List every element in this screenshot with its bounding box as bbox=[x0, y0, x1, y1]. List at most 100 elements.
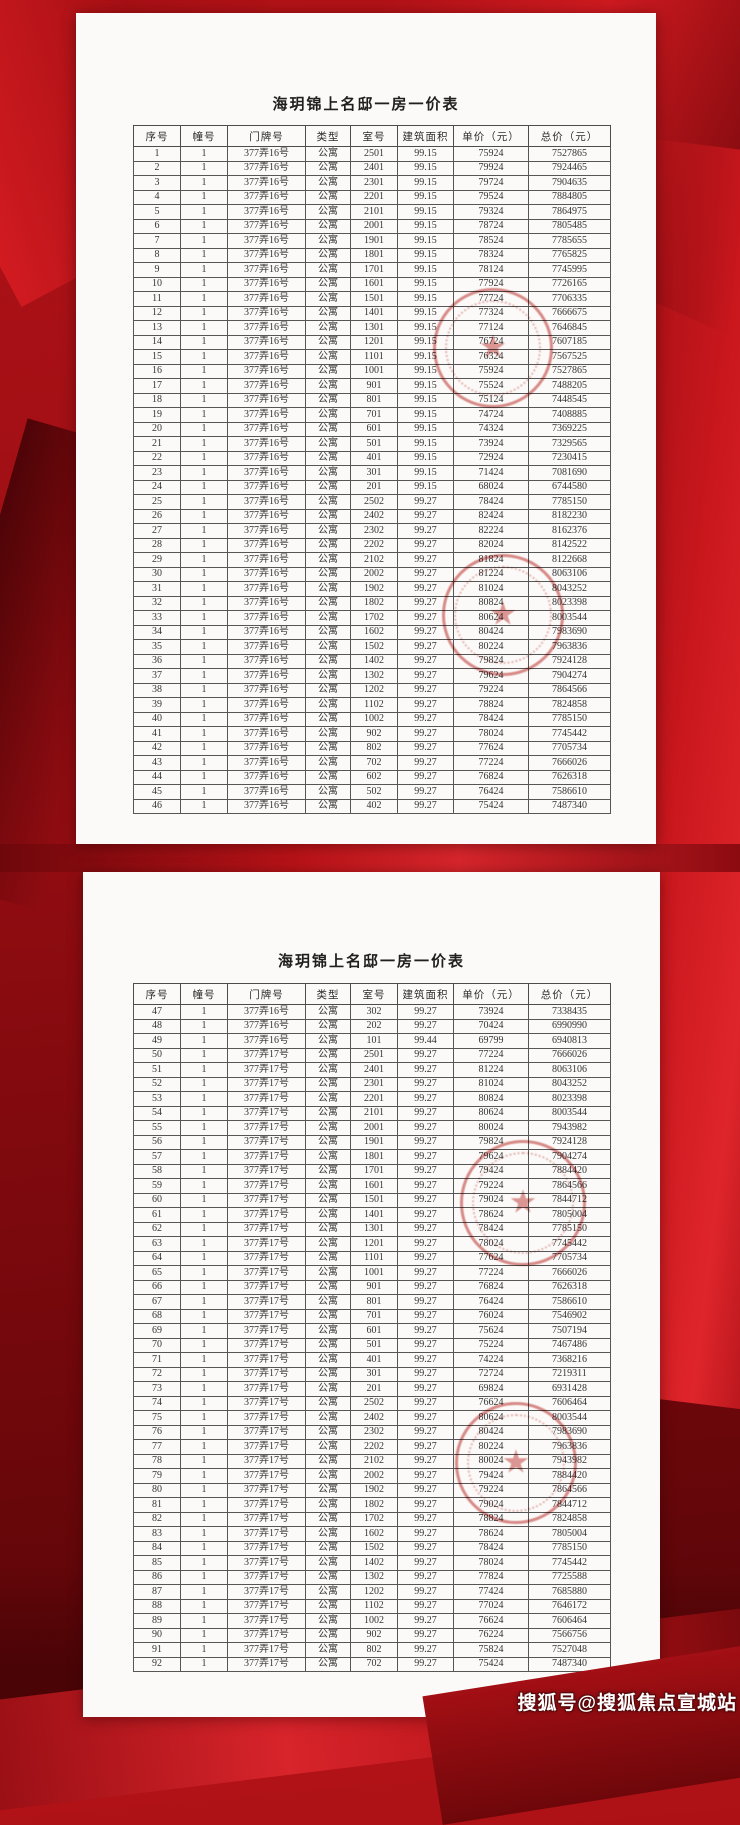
table-cell: 902 bbox=[350, 726, 398, 742]
table-cell: 公寓 bbox=[305, 624, 351, 640]
table-row: 92 1 377弄17号 公寓 702 99.27 75424 7487340 bbox=[133, 1656, 611, 1672]
table-cell: 1 bbox=[180, 1308, 228, 1324]
table-cell: 377弄16号 bbox=[227, 581, 306, 597]
table-cell: 377弄17号 bbox=[227, 1221, 306, 1237]
table-cell: 377弄16号 bbox=[227, 436, 306, 452]
table-cell: 1 bbox=[180, 639, 228, 655]
table-cell: 99.27 bbox=[397, 668, 454, 684]
table-cell: 99.15 bbox=[397, 479, 454, 495]
table-cell: 8003544 bbox=[528, 1105, 611, 1121]
column-header: 类型 bbox=[305, 125, 351, 147]
table-cell: 99.27 bbox=[397, 1526, 454, 1542]
table-cell: 7527865 bbox=[528, 146, 611, 162]
table-cell: 1 bbox=[180, 1395, 228, 1411]
table-cell: 99.27 bbox=[397, 1004, 454, 1020]
price-table-page-1: 序号 幢号 门牌号 类型 室号 建筑面积 单价（元） 总价（元） 1 1 377弄16号 公寓 250… bbox=[133, 125, 611, 814]
table-cell: 1 bbox=[180, 1163, 228, 1179]
table-cell: 公寓 bbox=[305, 1337, 351, 1353]
table-cell: 公寓 bbox=[305, 784, 351, 800]
table-cell: 78424 bbox=[453, 494, 529, 510]
table-cell: 377弄16号 bbox=[227, 276, 306, 292]
table-cell: 377弄16号 bbox=[227, 624, 306, 640]
table-row: 55 1 377弄17号 公寓 2001 99.27 80024 7943982 bbox=[133, 1120, 611, 1136]
table-cell: 99.27 bbox=[397, 508, 454, 524]
column-header: 建筑面积 bbox=[397, 125, 454, 147]
table-cell: 7884805 bbox=[528, 189, 611, 205]
table-cell: 17 bbox=[133, 378, 181, 394]
table-cell: 6990990 bbox=[528, 1018, 611, 1034]
table-cell: 1 bbox=[180, 1004, 228, 1020]
table-cell: 7626318 bbox=[528, 769, 611, 785]
table-cell: 7765825 bbox=[528, 247, 611, 263]
table-cell: 7785150 bbox=[528, 494, 611, 510]
table-cell: 公寓 bbox=[305, 392, 351, 408]
table-cell: 99.27 bbox=[397, 1381, 454, 1397]
table-cell: 71 bbox=[133, 1352, 181, 1368]
table-cell: 1 bbox=[180, 1033, 228, 1049]
table-cell: 49 bbox=[133, 1033, 181, 1049]
table-cell: 6 bbox=[133, 218, 181, 234]
table-cell: 公寓 bbox=[305, 1265, 351, 1281]
table-cell: 公寓 bbox=[305, 1163, 351, 1179]
table-cell: 2502 bbox=[350, 494, 398, 510]
table-cell: 1 bbox=[180, 233, 228, 249]
table-cell: 2002 bbox=[350, 566, 398, 582]
table-cell: 377弄17号 bbox=[227, 1584, 306, 1600]
table-cell: 99.27 bbox=[397, 1511, 454, 1527]
table-cell: 公寓 bbox=[305, 233, 351, 249]
table-cell: 1802 bbox=[350, 1497, 398, 1513]
table-cell: 1 bbox=[180, 320, 228, 336]
table-cell: 7487340 bbox=[528, 1656, 611, 1672]
table-cell: 99.27 bbox=[397, 1047, 454, 1063]
table-cell: 377弄16号 bbox=[227, 494, 306, 510]
table-cell: 377弄16号 bbox=[227, 711, 306, 727]
table-cell: 1 bbox=[180, 247, 228, 263]
table-cell: 99.15 bbox=[397, 421, 454, 437]
table-cell: 公寓 bbox=[305, 1642, 351, 1658]
table-cell: 99.27 bbox=[397, 1076, 454, 1092]
table-cell: 377弄16号 bbox=[227, 233, 306, 249]
table-cell: 377弄17号 bbox=[227, 1569, 306, 1585]
table-cell: 78624 bbox=[453, 1526, 529, 1542]
table-cell: 99.15 bbox=[397, 160, 454, 176]
table-cell: 79324 bbox=[453, 204, 529, 220]
table-cell: 74724 bbox=[453, 407, 529, 423]
table-row: 50 1 377弄17号 公寓 2501 99.27 77224 7666026 bbox=[133, 1047, 611, 1063]
table-cell: 公寓 bbox=[305, 1410, 351, 1426]
table-cell: 1 bbox=[180, 784, 228, 800]
table-row: 19 1 377弄16号 公寓 701 99.15 74724 7408885 bbox=[133, 407, 611, 423]
table-cell: 377弄16号 bbox=[227, 160, 306, 176]
table-cell: 公寓 bbox=[305, 1613, 351, 1629]
table-cell: 86 bbox=[133, 1569, 181, 1585]
table-cell: 377弄17号 bbox=[227, 1250, 306, 1266]
table-cell: 88 bbox=[133, 1598, 181, 1614]
table-cell: 99.15 bbox=[397, 291, 454, 307]
table-cell: 15 bbox=[133, 349, 181, 365]
table-cell: 7507194 bbox=[528, 1323, 611, 1339]
table-cell: 7230415 bbox=[528, 450, 611, 466]
table-cell: 1 bbox=[180, 1192, 228, 1208]
table-cell: 公寓 bbox=[305, 1076, 351, 1092]
column-header: 单价（元） bbox=[453, 125, 529, 147]
table-cell: 1301 bbox=[350, 320, 398, 336]
table-cell: 802 bbox=[350, 1642, 398, 1658]
table-cell: 5 bbox=[133, 204, 181, 220]
table-cell: 1402 bbox=[350, 653, 398, 669]
table-cell: 公寓 bbox=[305, 1424, 351, 1440]
table-cell: 公寓 bbox=[305, 1569, 351, 1585]
table-cell: 1 bbox=[180, 581, 228, 597]
table-cell: 7527048 bbox=[528, 1642, 611, 1658]
table-cell: 7705734 bbox=[528, 740, 611, 756]
table-cell: 公寓 bbox=[305, 668, 351, 684]
table-cell: 72 bbox=[133, 1366, 181, 1382]
table-cell: 11 bbox=[133, 291, 181, 307]
table-cell: 377弄16号 bbox=[227, 1018, 306, 1034]
table-cell: 99.27 bbox=[397, 1250, 454, 1266]
table-cell: 1 bbox=[180, 1555, 228, 1571]
table-cell: 26 bbox=[133, 508, 181, 524]
table-cell: 501 bbox=[350, 1337, 398, 1353]
table-cell: 公寓 bbox=[305, 262, 351, 278]
table-row: 25 1 377弄16号 公寓 2502 99.27 78424 7785150 bbox=[133, 494, 611, 510]
table-cell: 99.27 bbox=[397, 1091, 454, 1107]
